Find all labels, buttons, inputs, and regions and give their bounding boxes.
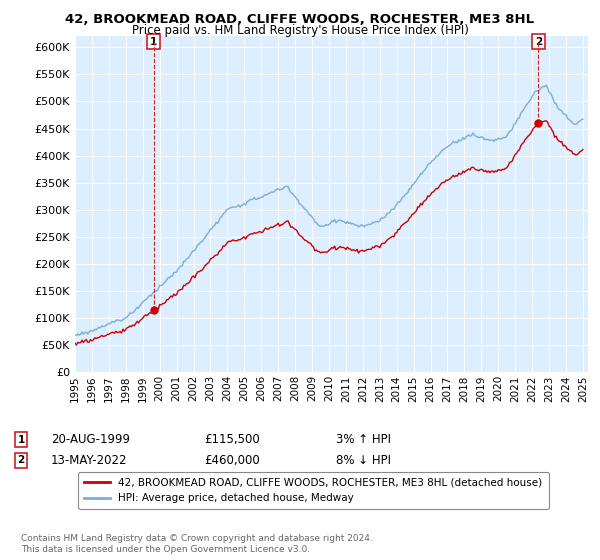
Text: 8% ↓ HPI: 8% ↓ HPI <box>336 454 391 467</box>
Text: Price paid vs. HM Land Registry's House Price Index (HPI): Price paid vs. HM Land Registry's House … <box>131 24 469 37</box>
Text: 1: 1 <box>150 37 157 47</box>
Text: £115,500: £115,500 <box>204 433 260 446</box>
Legend: 42, BROOKMEAD ROAD, CLIFFE WOODS, ROCHESTER, ME3 8HL (detached house), HPI: Aver: 42, BROOKMEAD ROAD, CLIFFE WOODS, ROCHES… <box>77 472 548 510</box>
Text: 2: 2 <box>17 455 25 465</box>
Text: 1: 1 <box>17 435 25 445</box>
Text: 3% ↑ HPI: 3% ↑ HPI <box>336 433 391 446</box>
Text: 42, BROOKMEAD ROAD, CLIFFE WOODS, ROCHESTER, ME3 8HL: 42, BROOKMEAD ROAD, CLIFFE WOODS, ROCHES… <box>65 13 535 26</box>
Text: Contains HM Land Registry data © Crown copyright and database right 2024.
This d: Contains HM Land Registry data © Crown c… <box>21 534 373 554</box>
Text: 20-AUG-1999: 20-AUG-1999 <box>51 433 130 446</box>
Text: £460,000: £460,000 <box>204 454 260 467</box>
Text: 2: 2 <box>535 37 542 47</box>
Text: 13-MAY-2022: 13-MAY-2022 <box>51 454 128 467</box>
